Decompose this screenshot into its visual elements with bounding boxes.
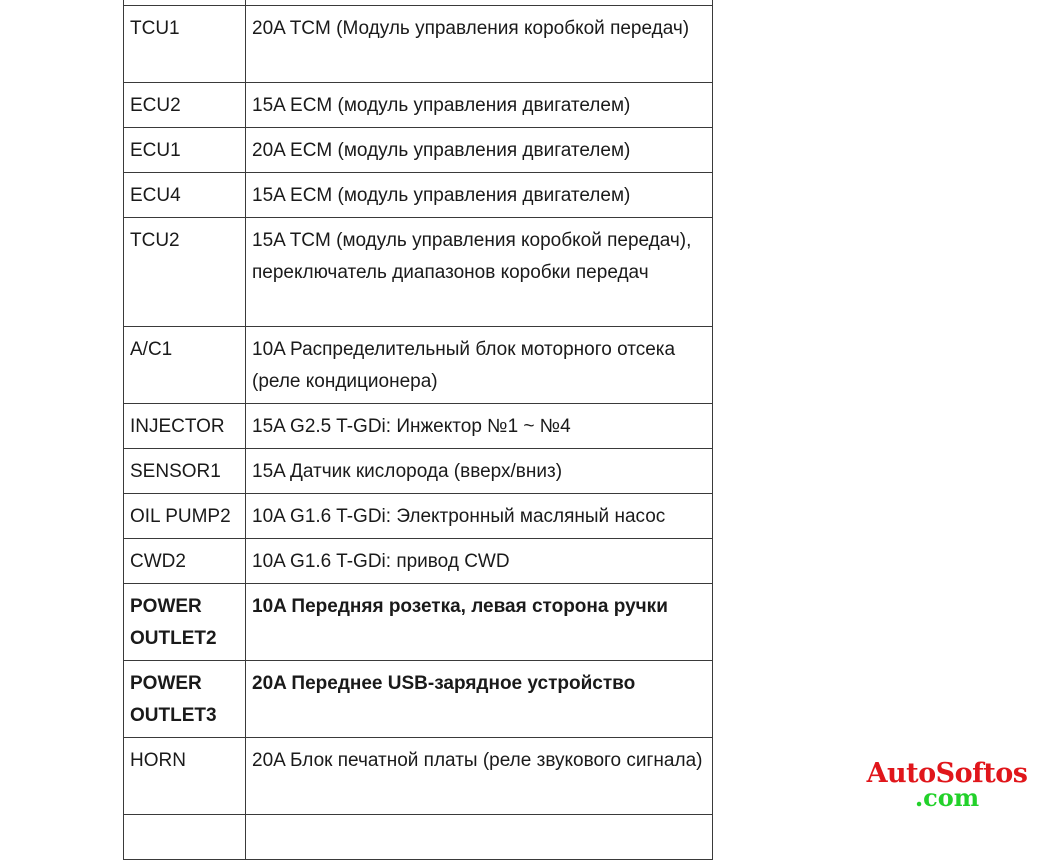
fuse-description-cell: 15A G2.5 T-GDi: Инжектор №1 ~ №4 (245, 403, 713, 449)
fuse-description-cell: 20A Переднее USB-зарядное устройство (245, 660, 713, 738)
table-row: ECU4 15A ECM (модуль управления двигателе… (123, 172, 713, 218)
fuse-name-cell: POWER OUTLET3 (123, 660, 246, 738)
fuse-description-cell: 20A TCM (Модуль управления коробкой пере… (245, 5, 713, 83)
table-row: CWD2 10A G1.6 T-GDi: привод CWD (123, 538, 713, 584)
table-row (123, 814, 713, 860)
table-row: SENSOR1 15A Датчик кислорода (вверх/вниз) (123, 448, 713, 494)
table-row: POWER OUTLET2 10A Передняя розетка, левая… (123, 583, 713, 661)
watermark-logo: AutoSoftos .com (852, 758, 1042, 812)
table-row: A/C1 10A Распределительный блок моторного… (123, 326, 713, 404)
table-row: ECU1 20A ECM (модуль управления двигателе… (123, 127, 713, 173)
table-row: TCU2 15A TCM (модуль управления коробкой … (123, 217, 713, 327)
fuse-name-cell (123, 814, 246, 860)
table-row: TCU1 20A TCM (Модуль управления коробкой … (123, 5, 713, 83)
fuse-description-cell: 15A ECM (модуль управления двигателем) (245, 82, 713, 128)
table-row: OIL PUMP2 10A G1.6 T-GDi: Электронный мас… (123, 493, 713, 539)
table-row: ECU2 15A ECM (модуль управления двигателе… (123, 82, 713, 128)
fuse-description-cell: 15A TCM (модуль управления коробкой пере… (245, 217, 713, 327)
fuse-description-cell: 10A Передняя розетка, левая сторона ручк… (245, 583, 713, 661)
fuse-name-cell: ECU1 (123, 127, 246, 173)
fuse-name-cell: ECU2 (123, 82, 246, 128)
watermark-line1: AutoSoftos (866, 758, 1028, 789)
table-row: POWER OUTLET3 20A Переднее USB-зарядное у… (123, 660, 713, 738)
table-row: INJECTOR 15A G2.5 T-GDi: Инжектор №1 ~ №4 (123, 403, 713, 449)
fuse-description-cell: 10A G1.6 T-GDi: Электронный масляный нас… (245, 493, 713, 539)
table-row: HORN 20A Блок печатной платы (реле звуков… (123, 737, 713, 815)
fuse-description-cell: 10A G1.6 T-GDi: привод CWD (245, 538, 713, 584)
fuse-name-cell: ECU4 (123, 172, 246, 218)
fuse-name-cell: TCU1 (123, 5, 246, 83)
fuse-name-cell: POWER OUTLET2 (123, 583, 246, 661)
watermark-line2: .com (914, 783, 980, 812)
fuse-name-cell: INJECTOR (123, 403, 246, 449)
fuse-description-cell: 20A Блок печатной платы (реле звукового … (245, 737, 713, 815)
fuse-description-cell: 10A Распределительный блок моторного отс… (245, 326, 713, 404)
fuse-name-cell: HORN (123, 737, 246, 815)
fuse-name-cell: SENSOR1 (123, 448, 246, 494)
fuse-name-cell: CWD2 (123, 538, 246, 584)
fuse-table: TCU1 20A TCM (Модуль управления коробкой … (123, 0, 713, 860)
fuse-description-cell: 15A Датчик кислорода (вверх/вниз) (245, 448, 713, 494)
fuse-name-cell: TCU2 (123, 217, 246, 327)
fuse-description-cell (245, 814, 713, 860)
fuse-name-cell: OIL PUMP2 (123, 493, 246, 539)
fuse-description-cell: 20A ECM (модуль управления двигателем) (245, 127, 713, 173)
fuse-description-cell: 15A ECM (модуль управления двигателем) (245, 172, 713, 218)
fuse-name-cell: A/C1 (123, 326, 246, 404)
